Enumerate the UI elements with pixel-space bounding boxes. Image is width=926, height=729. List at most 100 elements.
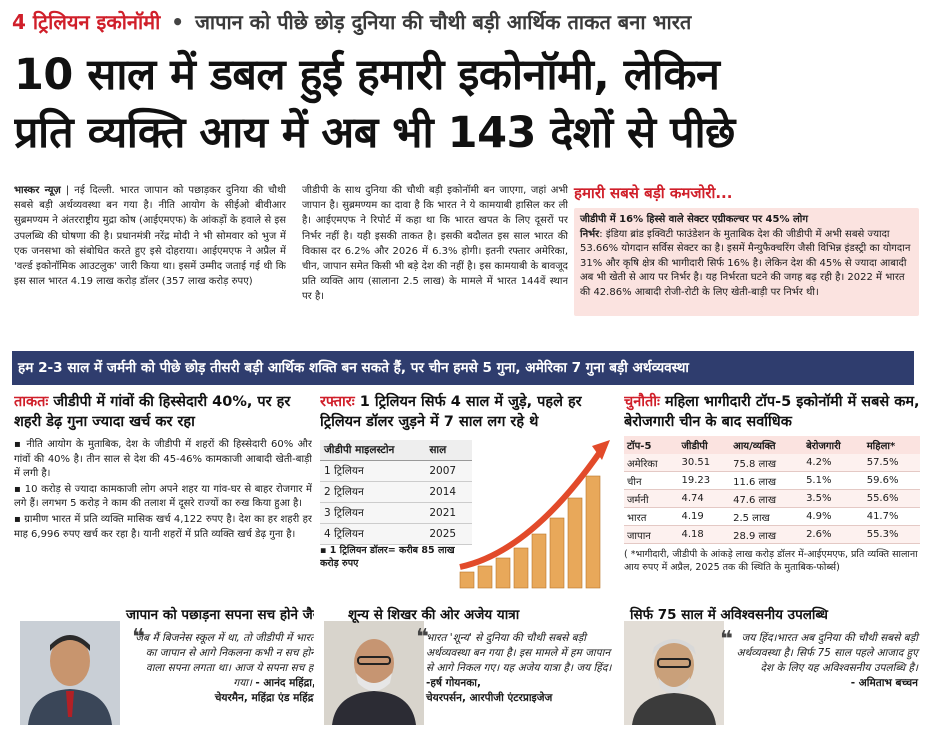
income-cell: 28.9 लाख: [730, 525, 804, 544]
challenge-panel: चुनौतीः महिला भागीदारी टॉप-5 इकोनॉमी में…: [624, 392, 920, 596]
year-cell: 2007: [425, 460, 472, 482]
quote-3-text: जय हिंद।भारत अब दुनिया की चौथी सबसे बड़ी…: [736, 632, 918, 674]
quote-mark-icon: ❝: [416, 625, 429, 650]
headline-line-1: 10 साल में डबल हुई हमारी इकोनॉमी, लेकिन: [14, 50, 720, 100]
main-headline: 10 साल में डबल हुई हमारी इकोनॉमी, लेकिन …: [14, 46, 914, 162]
quote-3-body: जय हिंद।भारत अब दुनिया की चौथी सबसे बड़ी…: [724, 631, 918, 691]
country-cell: जर्मनी: [624, 489, 679, 508]
country-cell: चीन: [624, 471, 679, 490]
comparison-table: टॉप-5 जीडीपी आय/व्यक्ति बेरोजगारी महिला*…: [624, 436, 920, 544]
gdp-cell: 30.51: [678, 454, 731, 472]
col-header: आय/व्यक्ति: [730, 436, 804, 454]
weakness-label: निर्भर: [580, 228, 600, 240]
challenge-label: चुनौतीः: [624, 394, 660, 410]
quote-1-body: जब मैं बिजनेस स्कूल में था, तो जीडीपी मे…: [126, 631, 314, 706]
strength-title: ताकतः जीडीपी में गांवों की हिस्सेदारी 40…: [14, 392, 312, 432]
quote-2-author: -हर्ष गोयनका,: [426, 677, 481, 689]
strength-bullet-1: ▪ नीति आयोग के मुताबिक, देश के जीडीपी मे…: [14, 439, 312, 480]
summary-banner: हम 2-3 साल में जर्मनी को पीछे छोड़ तीसरी…: [12, 351, 914, 385]
weakness-lead: जीडीपी में 16% हिस्से वाले सेक्टर एग्रीक…: [580, 214, 808, 225]
table-row: 2 ट्रिलियन 2014: [320, 481, 472, 503]
weakness-title: हमारी सबसे बड़ी कमजोरी...: [574, 183, 919, 203]
table-row: चीन 19.23 11.6 लाख 5.1% 59.6%: [624, 471, 920, 490]
kicker-line: 4 ट्रिलियन इकोनॉमी • जापान को पीछे छोड़ …: [12, 8, 917, 40]
conversion-note: ▪ 1 ट्रिलियन डॉलर= करीब 85 लाख करोड़ रुप…: [320, 545, 455, 569]
weakness-section: हमारी सबसे बड़ी कमजोरी... जीडीपी में 16%…: [574, 183, 919, 321]
quote-1-author: - आनंद महिंद्रा,: [255, 677, 314, 689]
quote-1-role: चेयरमैन, महिंद्रा एंड महिंद्रा: [214, 692, 314, 704]
milestone-cell: 4 ट्रिलियन: [320, 523, 426, 545]
gdp-cell: 4.19: [678, 507, 731, 526]
quote-2-title: शून्य से शिखर की ओर अजेय यात्रा: [348, 607, 520, 623]
milestone-cell: 3 ट्रिलियन: [320, 502, 426, 524]
speed-title: रफ्तारः 1 ट्रिलियन सिर्फ 4 साल में जुड़े…: [320, 392, 615, 432]
strength-heading: जीडीपी में गांवों की हिस्सेदारी 40%, पर …: [14, 394, 291, 430]
gdp-cell: 4.74: [678, 489, 731, 508]
weakness-box: जीडीपी में 16% हिस्से वाले सेक्टर एग्रीक…: [574, 208, 919, 316]
strength-label: ताकतः: [14, 394, 49, 410]
story-text-2: जीडीपी के साथ दुनिया की चौथी बड़ी इकोनॉम…: [302, 185, 568, 303]
income-cell: 11.6 लाख: [730, 471, 804, 490]
quote-bachchan: सिर्फ 75 साल में अविश्वसनीय उपलब्धि ❝ जय…: [624, 603, 920, 725]
year-cell: 2025: [425, 523, 472, 545]
country-cell: जापान: [624, 525, 679, 544]
table-row: 1 ट्रिलियन 2007: [320, 460, 472, 482]
col-header: जीडीपी: [678, 436, 731, 454]
speed-label: रफ्तारः: [320, 394, 355, 410]
year-cell: 2021: [425, 502, 472, 524]
country-cell: अमेरिका: [624, 454, 679, 472]
income-cell: 47.6 लाख: [730, 489, 804, 508]
weakness-text: : इंडिया ब्रांड इक्विटी फाउंडेशन के मुता…: [580, 228, 911, 298]
unemployment-cell: 4.2%: [803, 454, 864, 472]
story-column-2: जीडीपी के साथ दुनिया की चौथी बड़ी इकोनॉम…: [302, 183, 568, 323]
quote-mahindra: जापान को पछाड़ना सपना सच होने जैसा ❝ जब …: [14, 603, 314, 725]
col-header: बेरोजगारी: [803, 436, 864, 454]
strength-bullet-3: ▪ ग्रामीण भारत में प्रति व्यक्ति मासिक ख…: [14, 513, 312, 540]
milestone-table: जीडीपी माइलस्टोन साल 1 ट्रिलियन 2007 2 ट…: [320, 440, 472, 545]
quote-1-title: जापान को पछाड़ना सपना सच होने जैसा: [126, 607, 314, 623]
table-footnote: ( *भागीदारी, जीडीपी के आंकड़े लाख करोड़ …: [624, 549, 918, 573]
col-header: महिला*: [863, 436, 920, 454]
quote-goenka: शून्य से शिखर की ओर अजेय यात्रा ❝ भारत '…: [320, 603, 620, 725]
quote-2-role: चेयरपर्सन, आरपीजी एंटरप्राइजेज: [426, 692, 553, 704]
col-header: टॉप-5: [624, 436, 679, 454]
speed-panel: रफ्तारः 1 ट्रिलियन सिर्फ 4 साल में जुड़े…: [320, 392, 615, 596]
challenge-title: चुनौतीः महिला भागीदारी टॉप-5 इकोनॉमी में…: [624, 392, 920, 432]
quote-2-body: भारत 'शून्य' से दुनिया की चौथी सबसे बड़ी…: [426, 631, 618, 706]
table-row: जर्मनी 4.74 47.6 लाख 3.5% 55.6%: [624, 489, 920, 508]
table-row: 3 ट्रिलियन 2021: [320, 502, 472, 524]
table-row: जापान 4.18 28.9 लाख 2.6% 55.3%: [624, 525, 920, 544]
women-cell: 55.6%: [863, 489, 920, 508]
story-column-1: भास्कर न्यूज़ | नई दिल्ली. भारत जापान को…: [14, 183, 286, 323]
women-cell: 59.6%: [863, 471, 920, 490]
table-row: भारत 4.19 2.5 लाख 4.9% 41.7%: [624, 507, 920, 526]
challenge-heading: महिला भागीदारी टॉप-5 इकोनॉमी में सबसे कम…: [624, 394, 920, 430]
country-cell: भारत: [624, 507, 679, 526]
gdp-cell: 4.18: [678, 525, 731, 544]
gdp-cell: 19.23: [678, 471, 731, 490]
quote-3-title: सिर्फ 75 साल में अविश्वसनीय उपलब्धि: [630, 607, 828, 623]
portrait-amitabh-bachchan: [624, 621, 724, 725]
table-row: 4 ट्रिलियन 2025: [320, 523, 472, 545]
table-row: अमेरिका 30.51 75.8 लाख 4.2% 57.5%: [624, 454, 920, 472]
year-header: साल: [425, 440, 472, 461]
quote-3-author: - अमिताभ बच्चन: [850, 677, 918, 689]
quote-mark-icon: ❝: [720, 627, 733, 652]
year-cell: 2014: [425, 481, 472, 503]
milestone-cell: 1 ट्रिलियन: [320, 460, 426, 482]
speed-heading: 1 ट्रिलियन सिर्फ 4 साल में जुड़े, पहले ह…: [320, 394, 582, 430]
byline: भास्कर न्यूज़: [14, 185, 61, 196]
portrait-anand-mahindra: [20, 621, 120, 725]
portrait-harsh-goenka: [324, 621, 424, 725]
milestone-cell: 2 ट्रिलियन: [320, 481, 426, 503]
unemployment-cell: 5.1%: [803, 471, 864, 490]
milestone-header: जीडीपी माइलस्टोन: [320, 440, 426, 461]
women-cell: 41.7%: [863, 507, 920, 526]
kicker-tag: 4 ट्रिलियन इकोनॉमी: [12, 10, 161, 34]
income-cell: 75.8 लाख: [730, 454, 804, 472]
unemployment-cell: 2.6%: [803, 525, 864, 544]
quote-2-text: भारत 'शून्य' से दुनिया की चौथी सबसे बड़ी…: [426, 632, 612, 674]
kicker-dot: •: [171, 10, 185, 34]
unemployment-cell: 4.9%: [803, 507, 864, 526]
strength-bullets: ▪ नीति आयोग के मुताबिक, देश के जीडीपी मे…: [14, 438, 312, 542]
